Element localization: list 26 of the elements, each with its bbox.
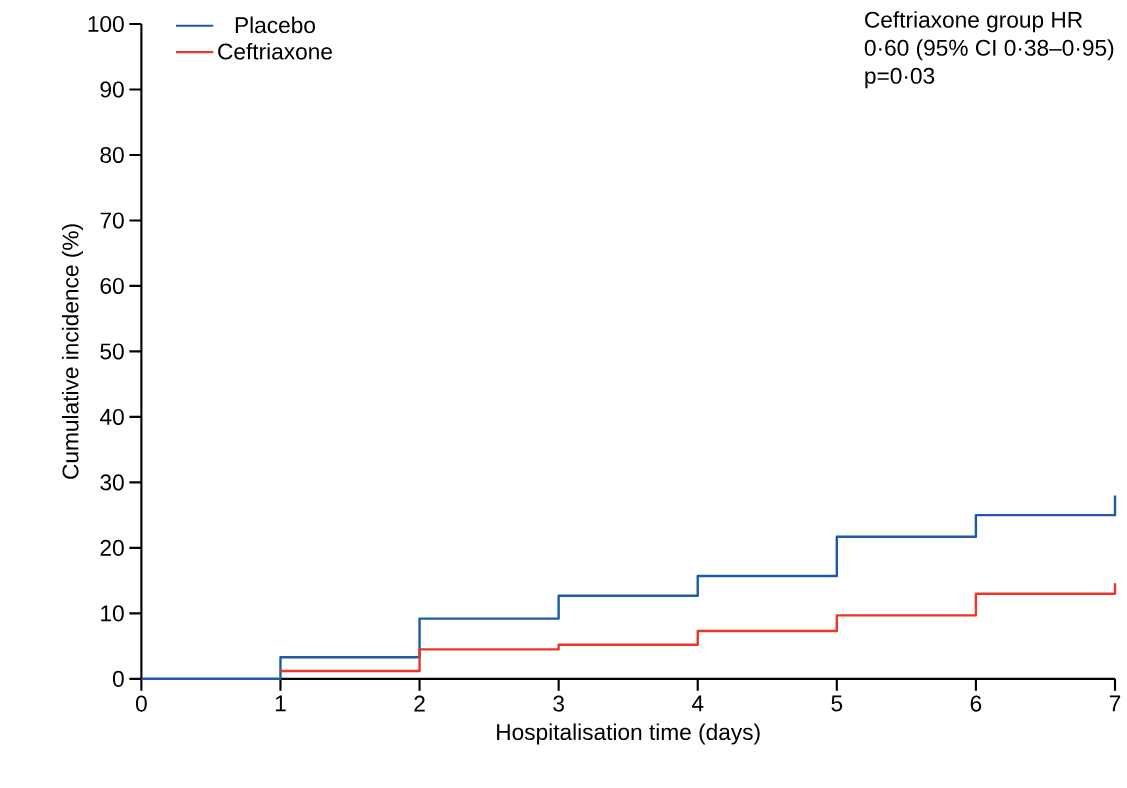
- y-tick-label: 40: [99, 408, 124, 425]
- y-tick-label: 30: [100, 474, 124, 491]
- y-tick-label: 80: [100, 146, 124, 163]
- x-tick-label: 3: [553, 695, 564, 712]
- y-axis-title: Cumulative incidence (%): [61, 224, 84, 479]
- y-tick-label: 70: [100, 212, 124, 229]
- y-tick-label: 100: [88, 15, 124, 32]
- x-tick-label: 6: [970, 695, 982, 712]
- annotation: Ceftriaxone group HR: [865, 11, 1083, 33]
- x-tick-label: 0: [135, 695, 147, 712]
- legend-label: Ceftriaxone: [218, 42, 332, 60]
- x-tick-label: 4: [691, 695, 704, 712]
- y-tick-label: 90: [100, 81, 124, 98]
- y-tick-label: 0: [112, 670, 124, 687]
- y-tick-label: 50: [100, 343, 124, 360]
- x-tick-label: 7: [1109, 695, 1121, 712]
- y-tick-label: 60: [100, 277, 124, 294]
- legend-label: Placebo: [235, 16, 315, 34]
- annotation: p=0·03: [865, 67, 935, 89]
- y-tick-label: 20: [100, 539, 124, 556]
- x-tick-label: 5: [831, 695, 843, 712]
- y-tick-label: 10: [101, 605, 124, 622]
- annotation: 0·60 (95% CI 0·38–0·95): [864, 39, 1114, 61]
- x-axis-title: Hospitalisation time (days): [497, 723, 760, 745]
- x-tick-label: 1: [275, 695, 286, 712]
- x-tick-label: 2: [414, 695, 425, 712]
